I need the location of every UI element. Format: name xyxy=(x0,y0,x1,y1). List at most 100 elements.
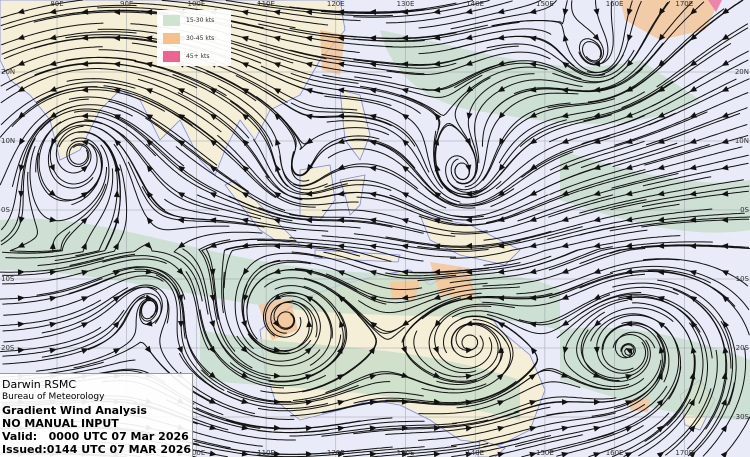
flow-arrow xyxy=(434,319,442,328)
flow-arrow xyxy=(241,450,249,457)
flow-arrow xyxy=(336,346,343,355)
streamline xyxy=(586,0,633,74)
flow-arrow xyxy=(177,88,185,94)
lon-label: 160E xyxy=(606,449,624,457)
flow-arrow xyxy=(497,268,505,275)
flow-arrow xyxy=(497,322,506,329)
flow-arrow xyxy=(658,346,665,354)
streamline xyxy=(343,445,457,457)
flow-arrow xyxy=(561,268,569,274)
legend: 15-30 kts 30-45 kts 45+ kts xyxy=(157,10,231,66)
flow-arrow xyxy=(177,217,185,224)
streamline xyxy=(0,299,102,327)
flow-arrow xyxy=(401,319,410,327)
flow-arrow xyxy=(112,320,120,329)
flow-arrow xyxy=(209,320,216,328)
legend-label: 45+ kts xyxy=(186,52,210,60)
flow-arrow xyxy=(625,190,633,197)
flow-arrow xyxy=(241,35,249,42)
flow-arrow xyxy=(401,34,409,41)
flow-arrow xyxy=(433,451,441,457)
streamline xyxy=(611,1,669,79)
flow-arrow xyxy=(145,294,153,301)
flow-arrow xyxy=(721,216,729,223)
flow-arrow xyxy=(402,139,410,147)
flow-arrow xyxy=(369,243,377,250)
flow-arrow xyxy=(690,7,698,15)
flow-arrow xyxy=(529,111,538,118)
flow-arrow xyxy=(657,85,666,93)
flow-arrow xyxy=(209,139,218,147)
flow-arrow xyxy=(433,372,441,378)
lat-label: 20N xyxy=(735,68,749,76)
flow-arrow xyxy=(593,294,601,300)
note: NO MANUAL INPUT xyxy=(2,417,119,430)
flow-arrow xyxy=(209,165,218,173)
flow-arrow xyxy=(689,138,697,144)
flow-arrow xyxy=(498,111,506,120)
flow-arrow xyxy=(209,424,217,431)
flow-arrow xyxy=(465,399,473,406)
flow-arrow xyxy=(112,242,119,251)
streamline xyxy=(611,154,749,189)
flow-arrow xyxy=(593,164,601,170)
flow-arrow xyxy=(593,8,600,16)
flow-arrow xyxy=(369,165,377,172)
flow-arrow xyxy=(369,113,377,120)
flow-arrow xyxy=(337,164,345,170)
flow-arrow xyxy=(81,112,89,119)
flow-arrow xyxy=(81,86,89,93)
streamline xyxy=(418,0,542,29)
flow-arrow xyxy=(497,425,505,432)
flow-arrow xyxy=(209,450,217,457)
flow-arrow xyxy=(529,294,537,301)
flow-arrow xyxy=(689,190,697,197)
flow-arrow xyxy=(529,242,537,249)
flow-arrow xyxy=(209,294,216,302)
flow-arrow xyxy=(49,164,55,172)
flow-arrow xyxy=(721,270,729,276)
flow-arrow xyxy=(305,9,313,16)
flow-arrow xyxy=(497,189,506,197)
streamline xyxy=(0,118,52,242)
flow-arrow xyxy=(369,269,377,276)
flow-arrow xyxy=(337,35,345,42)
flow-arrow xyxy=(465,164,472,172)
flow-arrow xyxy=(241,424,249,431)
flow-arrow xyxy=(272,319,280,328)
flow-arrow xyxy=(561,242,569,249)
flow-arrow xyxy=(273,88,282,95)
streamline xyxy=(621,27,749,109)
office: Darwin RSMC xyxy=(2,378,77,391)
flow-arrow xyxy=(433,8,441,15)
flow-arrow xyxy=(497,60,505,67)
flow-arrow xyxy=(561,164,569,170)
flow-arrow xyxy=(145,320,153,327)
flow-arrow xyxy=(625,426,633,432)
flow-arrow xyxy=(561,112,569,119)
flow-arrow xyxy=(81,296,89,302)
lon-label: 120E xyxy=(327,449,345,457)
lat-label: 10S xyxy=(736,275,750,283)
flow-arrow xyxy=(177,139,186,147)
flow-arrow xyxy=(337,451,345,457)
streamline xyxy=(623,398,691,457)
product: Gradient Wind Analysis xyxy=(2,404,147,417)
lat-label: 10S xyxy=(1,275,15,283)
flow-arrow xyxy=(369,373,377,380)
flow-arrow xyxy=(465,347,473,354)
flow-arrow xyxy=(18,190,25,198)
flow-arrow xyxy=(529,451,537,457)
flow-arrow xyxy=(465,8,473,15)
flow-arrow xyxy=(465,373,473,380)
lon-label: 80E xyxy=(50,0,63,8)
flow-arrow xyxy=(339,320,345,328)
flow-arrow xyxy=(177,294,184,302)
flow-arrow xyxy=(304,347,312,355)
flow-arrow xyxy=(657,321,666,329)
flow-arrow xyxy=(18,216,25,224)
flow-arrow xyxy=(657,216,665,223)
flow-arrow xyxy=(337,87,345,94)
flow-arrow xyxy=(689,59,698,67)
